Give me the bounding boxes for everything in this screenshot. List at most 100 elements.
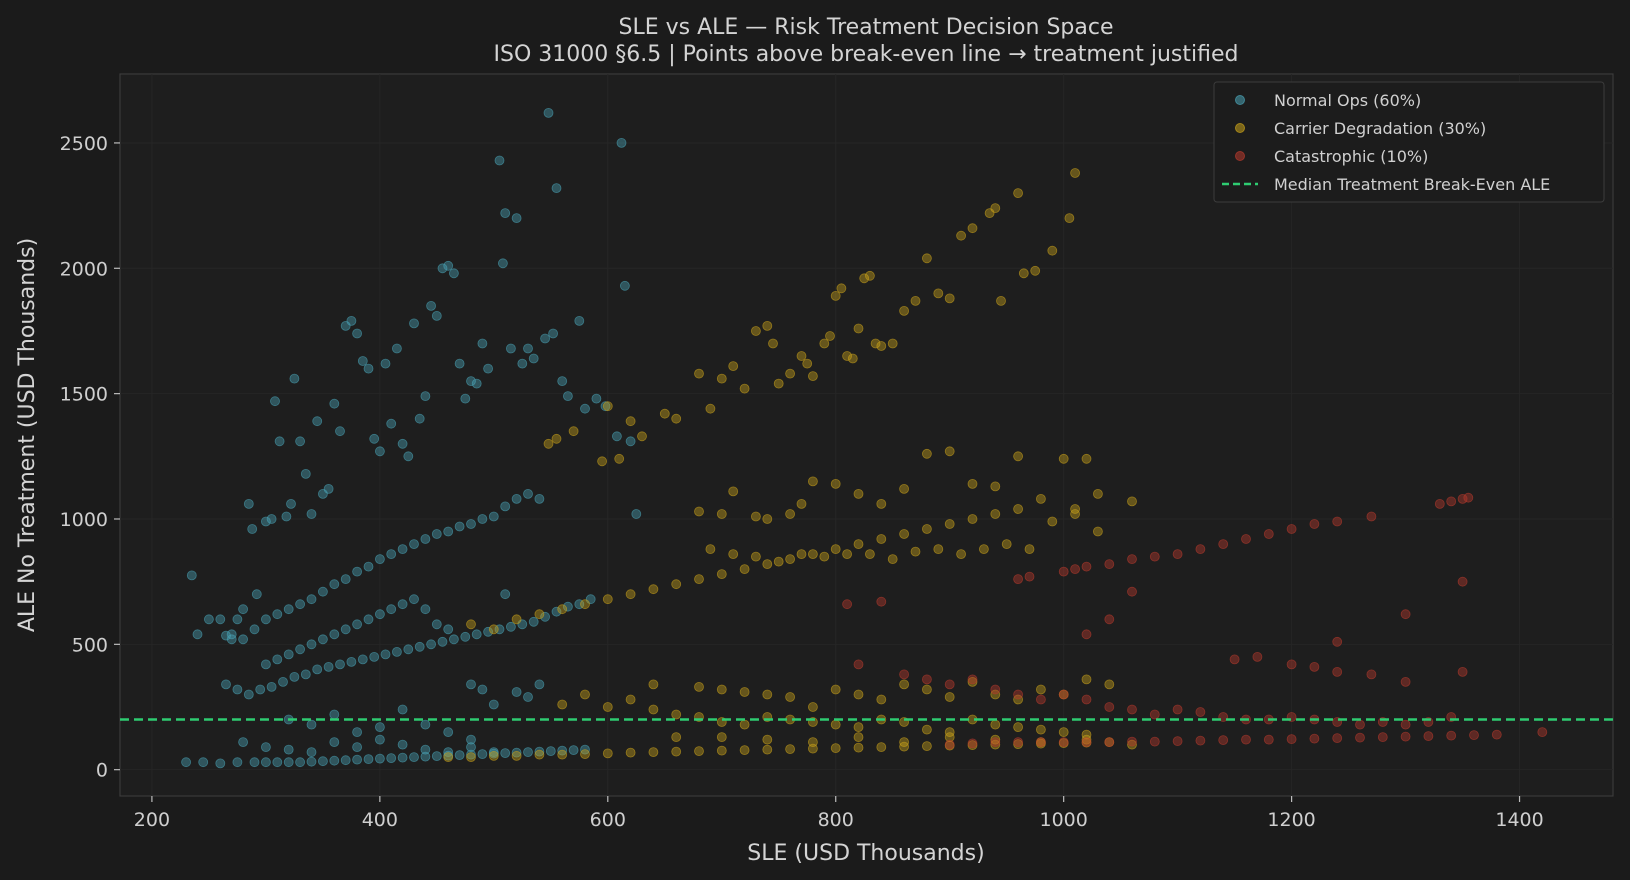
- data-point: [488, 511, 499, 522]
- data-point: [899, 305, 909, 316]
- data-point: [1070, 509, 1080, 519]
- data-point: [1081, 453, 1092, 464]
- data-point: [551, 433, 562, 444]
- data-point: [454, 750, 465, 760]
- data-point: [488, 699, 499, 710]
- data-point: [281, 511, 292, 522]
- legend-label-break-even: Median Treatment Break-Even ALE: [1274, 175, 1550, 194]
- data-point: [648, 704, 659, 715]
- data-point: [1286, 734, 1297, 744]
- data-point: [616, 137, 627, 148]
- data-point: [876, 341, 887, 351]
- data-point: [944, 446, 955, 457]
- data-point: [1355, 732, 1365, 743]
- data-point: [1104, 614, 1115, 625]
- legend-marker-carrier-degradation: [1235, 123, 1245, 133]
- data-point: [557, 699, 568, 710]
- data-point: [443, 752, 454, 762]
- data-point: [1036, 724, 1046, 735]
- legend-label-catastrophic: Catastrophic (10%): [1274, 147, 1428, 166]
- data-point: [386, 753, 397, 763]
- data-point: [1081, 561, 1092, 572]
- data-point: [922, 253, 932, 264]
- data-point: [523, 343, 533, 354]
- data-point: [1463, 492, 1474, 503]
- data-point: [1064, 213, 1075, 224]
- data-point: [1036, 493, 1046, 504]
- data-point: [922, 724, 932, 735]
- data-point: [979, 544, 989, 554]
- data-point: [1081, 694, 1092, 705]
- data-point: [842, 549, 852, 559]
- data-point: [397, 544, 408, 554]
- data-point: [1149, 709, 1160, 720]
- data-point: [1309, 519, 1320, 529]
- data-point: [1434, 498, 1445, 509]
- data-point: [796, 351, 807, 361]
- data-point: [317, 756, 328, 767]
- data-point: [306, 639, 317, 650]
- data-point: [910, 546, 921, 557]
- data-point: [1127, 704, 1137, 715]
- data-point: [306, 594, 317, 605]
- data-point: [471, 378, 482, 389]
- data-point: [266, 682, 277, 692]
- data-point: [910, 295, 921, 306]
- data-point: [1036, 737, 1046, 747]
- data-point: [899, 737, 909, 747]
- data-point: [853, 722, 864, 732]
- data-point: [1286, 524, 1297, 534]
- x-tick-label: 400: [362, 809, 398, 831]
- data-point: [1400, 719, 1411, 730]
- data-point: [369, 652, 380, 662]
- data-point: [887, 554, 898, 564]
- data-point: [312, 416, 323, 427]
- data-point: [374, 446, 385, 457]
- data-point: [1195, 707, 1206, 717]
- data-point: [454, 358, 465, 369]
- data-point: [317, 634, 328, 645]
- data-point: [238, 737, 249, 747]
- legend: Normal Ops (60%) Carrier Degradation (30…: [1213, 81, 1605, 203]
- data-point: [497, 258, 508, 269]
- data-point: [548, 328, 558, 339]
- data-point: [437, 636, 448, 647]
- data-point: [335, 426, 345, 437]
- data-point: [739, 745, 750, 755]
- data-point: [694, 506, 704, 517]
- data-point: [443, 260, 454, 271]
- data-point: [352, 727, 363, 737]
- legend-marker-catastrophic: [1235, 151, 1245, 161]
- data-point: [996, 295, 1006, 306]
- data-point: [1127, 496, 1137, 507]
- data-point: [295, 599, 306, 610]
- data-point: [1001, 539, 1012, 549]
- data-point: [477, 514, 488, 524]
- data-point: [1218, 539, 1229, 549]
- data-point: [466, 752, 476, 762]
- data-point: [694, 574, 704, 584]
- data-point: [283, 649, 294, 660]
- y-tick-label: 2500: [60, 133, 108, 155]
- data-point: [363, 561, 374, 572]
- data-point: [346, 315, 357, 326]
- data-point: [363, 614, 374, 625]
- data-point: [460, 393, 471, 404]
- data-point: [409, 594, 419, 605]
- data-point: [1093, 526, 1103, 537]
- data-point: [374, 734, 385, 745]
- data-point: [352, 754, 363, 765]
- data-point: [1218, 735, 1229, 745]
- data-point: [1400, 731, 1411, 742]
- data-point: [716, 745, 727, 756]
- data-point: [1149, 736, 1160, 747]
- data-point: [534, 609, 545, 620]
- data-point: [716, 732, 727, 742]
- data-point: [705, 544, 716, 554]
- data-point: [944, 692, 955, 702]
- data-point: [944, 727, 955, 737]
- data-point: [1081, 729, 1092, 740]
- data-point: [1093, 488, 1103, 499]
- data-point: [1366, 511, 1377, 522]
- data-point: [773, 378, 784, 389]
